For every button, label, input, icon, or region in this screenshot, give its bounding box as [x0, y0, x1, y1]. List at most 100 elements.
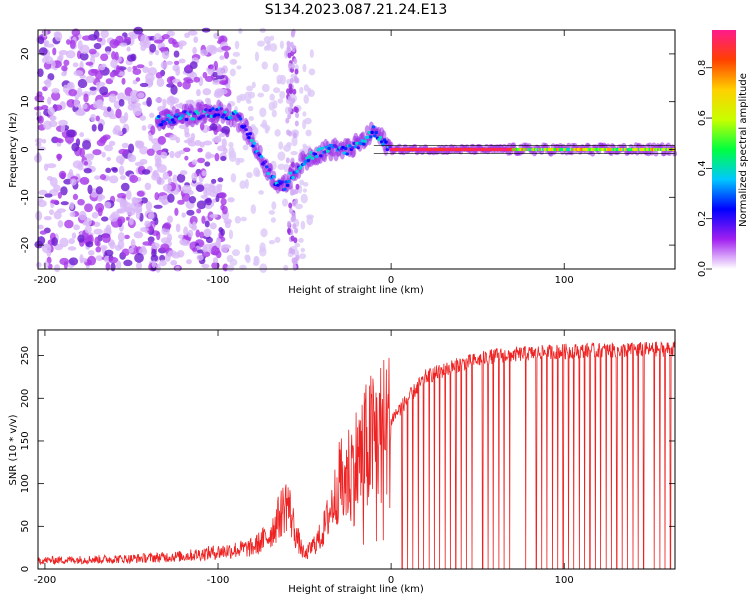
- spectrogram-cell: [96, 240, 101, 247]
- spectrogram-cell: [108, 175, 119, 184]
- spectrogram-cell: [120, 182, 130, 192]
- spectrogram-cell: [61, 71, 67, 77]
- spectrogram-cell: [108, 113, 118, 120]
- spectrogram-cell: [191, 159, 198, 165]
- spectrogram-cell: [300, 247, 306, 253]
- spectrogram-cell: [161, 200, 168, 206]
- spectrogram-cell: [300, 193, 308, 204]
- spectrogram-cell: [291, 176, 295, 180]
- spectrogram-cell: [302, 182, 309, 187]
- spectrogram-cell: [285, 183, 290, 187]
- spectrogram-y-ticks: -20 -10 0 10 20: [20, 48, 675, 253]
- spectrogram-cell: [166, 83, 175, 88]
- spectrogram-cell: [130, 89, 140, 100]
- spectrogram-cell: [288, 247, 293, 254]
- spectrogram-cell: [54, 31, 63, 42]
- spectrogram-cell: [185, 79, 194, 84]
- spectrogram-cell: [169, 115, 174, 120]
- spectrogram-cell: [305, 129, 312, 137]
- spectrogram-cell: [229, 58, 238, 65]
- spectrogram-cell: [279, 90, 286, 99]
- spectrogram-cell: [291, 212, 296, 219]
- y-tick-label: 50: [20, 520, 31, 533]
- spectrogram-cell: [287, 47, 292, 54]
- spectrogram-cell: [244, 254, 251, 261]
- spectrogram-cell: [200, 49, 209, 56]
- spectrogram-cell: [205, 197, 212, 206]
- spectrogram-cell: [242, 144, 249, 151]
- y-tick-label: -20: [20, 237, 31, 253]
- spectrogram-cell: [193, 36, 199, 43]
- spectrogram-cell: [290, 151, 298, 156]
- spectrogram-cell: [234, 216, 242, 224]
- spectrogram-cell: [110, 59, 118, 68]
- spectrogram-cell: [60, 186, 68, 196]
- spectrogram-cell: [178, 124, 188, 129]
- spectrogram-cell: [307, 89, 315, 97]
- spectrogram-cell: [214, 152, 220, 162]
- spectrogram-cell: [310, 156, 315, 160]
- spectrogram-cell: [299, 86, 304, 94]
- spectrogram-cell: [170, 260, 178, 266]
- spectrogram-cell: [156, 77, 165, 88]
- spectrogram-cell: [136, 92, 145, 99]
- spectrogram-cell: [175, 136, 181, 144]
- spectrogram-cell: [283, 187, 287, 191]
- spectrogram-cell: [93, 30, 100, 40]
- spectrogram-cell: [166, 60, 173, 65]
- spectrogram-cell: [224, 50, 230, 59]
- spectrogram-cell: [208, 108, 212, 112]
- spectrogram-cell: [250, 204, 257, 215]
- spectrogram-cell: [215, 107, 219, 112]
- spectrogram-cell: [117, 232, 125, 242]
- spectrogram-cell: [85, 75, 95, 84]
- spectrogram-cell: [150, 254, 159, 262]
- spectrogram-cell: [366, 135, 370, 139]
- spectrogram-cell: [118, 165, 125, 176]
- spectrogram-cell: [82, 103, 88, 110]
- spectrogram-cell: [92, 149, 102, 156]
- spectrogram-cell: [261, 83, 270, 93]
- spectrogram-cell: [118, 98, 125, 107]
- snr-x-label: Height of straight line (km): [288, 584, 424, 595]
- spectrogram-cell: [292, 264, 297, 271]
- spectrogram-cell: [161, 33, 170, 40]
- spectrogram-cell: [302, 188, 307, 193]
- colorbar-tick-label: 0.4: [697, 160, 708, 176]
- spectrogram-cell: [140, 34, 149, 45]
- spectrogram-cell: [259, 242, 266, 253]
- spectrogram-cell: [289, 41, 294, 48]
- spectrogram-cell: [356, 146, 361, 150]
- spectrogram-cell: [124, 36, 132, 43]
- spectrogram-cell: [195, 184, 205, 192]
- spectrogram-cell: [83, 161, 89, 166]
- spectrogram-cell: [199, 231, 204, 239]
- spectrogram-cell: [247, 91, 256, 99]
- chart-title: S134.2023.087.21.24.E13: [265, 2, 448, 18]
- spectrogram-cell: [294, 107, 299, 114]
- spectrogram-cell: [114, 129, 123, 136]
- spectrogram-cell: [160, 61, 168, 69]
- y-tick-label: -10: [20, 189, 31, 205]
- spectrogram-cell: [111, 51, 116, 60]
- colorbar-label: Normalized spectral amplitude: [738, 73, 749, 227]
- spectrogram-cell: [290, 31, 295, 38]
- spectrogram-cell: [168, 120, 172, 124]
- spectrogram-cell: [350, 146, 355, 150]
- spectrogram-cell: [173, 60, 180, 65]
- spectrogram-cell: [213, 113, 218, 117]
- x-tick-label: -200: [34, 575, 57, 586]
- spectrogram-cell: [132, 208, 142, 213]
- spectrogram-cell: [167, 177, 172, 185]
- spectrogram-cell: [226, 264, 235, 272]
- spectrogram-cell: [132, 68, 142, 75]
- spectrogram-cell: [33, 106, 44, 111]
- spectrogram-cell: [157, 114, 161, 119]
- x-tick-label: -200: [34, 275, 57, 286]
- spectrogram-cell: [257, 92, 265, 98]
- spectrogram-cell: [196, 254, 204, 261]
- spectrogram-cell: [176, 173, 186, 183]
- spectrogram-cell: [181, 192, 191, 202]
- spectrogram-cell: [277, 98, 284, 104]
- spectrogram-cell: [100, 135, 108, 142]
